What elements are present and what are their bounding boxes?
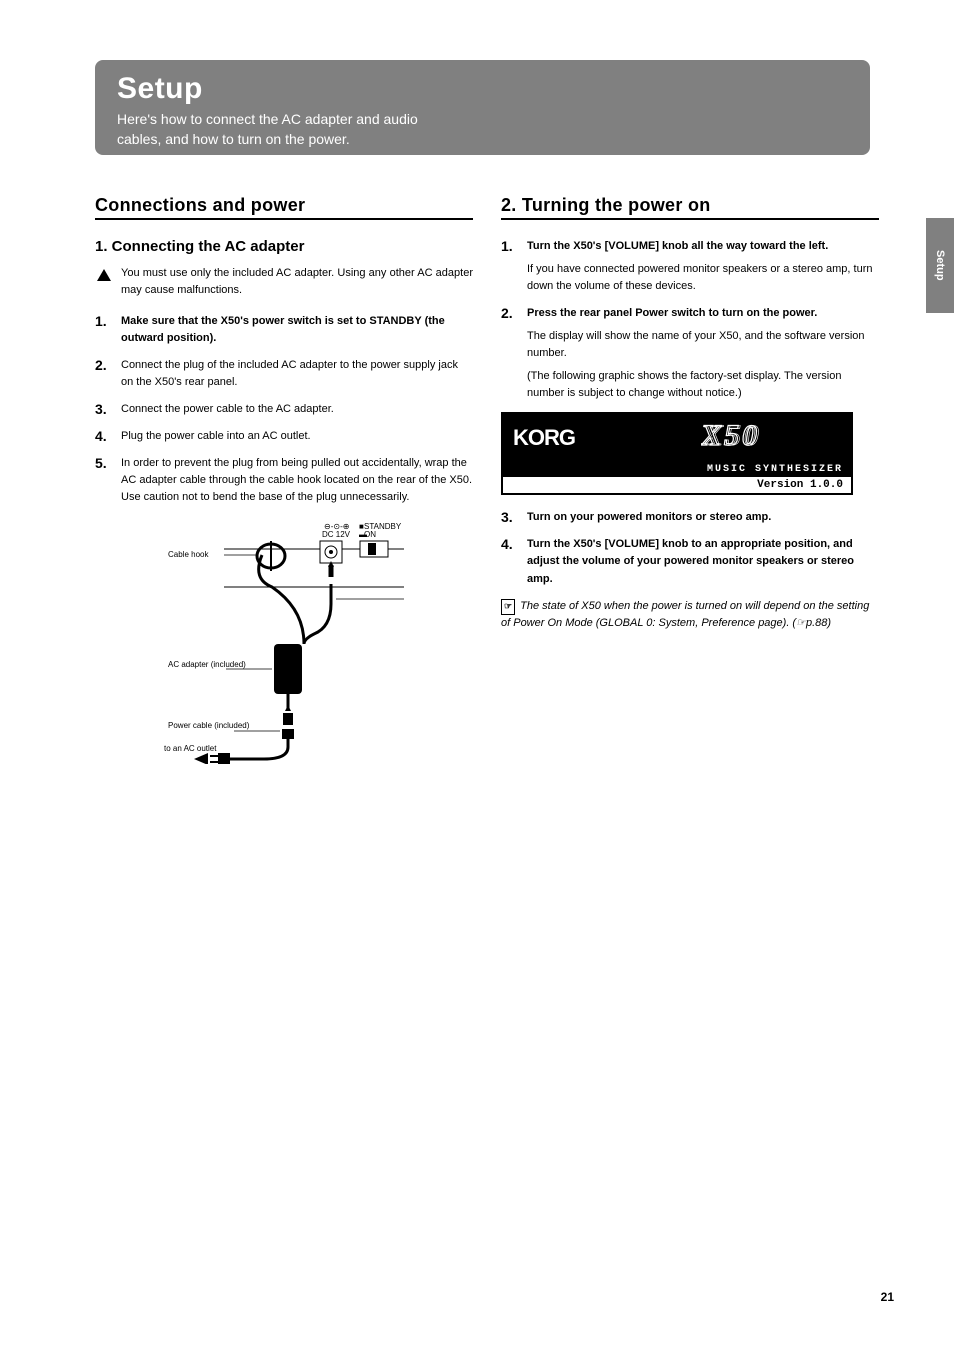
step-4-text: Plug the power cable into an AC outlet. [121,428,311,445]
step-2: 2. Connect the plug of the included AC a… [95,357,473,391]
r-step-1-text: Turn the X50's [VOLUME] knob all the way… [527,238,879,255]
adapter-diagram: ⊖-⊙-⊕ DC 12V ■ STANDBY ▬ ON [95,519,473,764]
r-step-3: 3. Turn on your powered monitors or ster… [501,509,879,526]
r-step-3-label: 3. [501,509,519,526]
r-step-2: 2. Press the rear panel Power switch to … [501,305,879,402]
header-subtitle-line2: cables, and how to turn on the power. [117,130,848,150]
lcd-screenshot: KORG X50 X50 MUSIC SYNTHESIZER Version 1… [501,412,853,495]
header-subtitle-line1: Here's how to connect the AC adapter and… [117,110,848,130]
step-2-label: 2. [95,357,113,391]
right-column: 2. Turning the power on 1. Turn the X50'… [501,195,879,764]
r-step-4-label: 4. [501,536,519,587]
step-3: 3. Connect the power cable to the AC ada… [95,401,473,418]
r-step-2b-text: The display will show the name of your X… [527,328,879,362]
r-step-1b-text: If you have connected powered monitor sp… [527,261,879,295]
lcd-version: Version 1.0.0 [503,477,851,493]
warning-icon [95,267,113,283]
subsection-heading-adapter: 1. Connecting the AC adapter [95,238,473,255]
section-heading-power-on: 2. Turning the power on [501,195,879,216]
x50-logo: X50 X50 [701,417,841,460]
r-step-2c-text: (The following graphic shows the factory… [527,368,879,402]
step-5-text: In order to prevent the plug from being … [121,455,473,506]
section-rule [95,218,473,220]
step-1: 1. Make sure that the X50's power switch… [95,313,473,347]
step-4: 4. Plug the power cable into an AC outle… [95,428,473,445]
step-1-text: Make sure that the X50's power switch is… [121,313,473,347]
r-step-1: 1. Turn the X50's [VOLUME] knob all the … [501,238,879,295]
side-tab: Setup [926,218,954,313]
left-column: Connections and power 1. Connecting the … [95,195,473,764]
svg-text:AC adapter (included): AC adapter (included) [168,660,246,669]
step-5-label: 5. [95,455,113,506]
r-step-2a-text: Press the rear panel Power switch to tur… [527,305,879,322]
section-heading-connections: Connections and power [95,195,473,216]
svg-text:ON: ON [364,530,376,539]
svg-text:X50: X50 [702,419,762,452]
svg-text:to an AC outlet: to an AC outlet [164,744,217,753]
svg-text:Cable hook: Cable hook [168,550,209,559]
page-content: Setup Here's how to connect the AC adapt… [95,60,885,764]
r-step-3-text: Turn on your powered monitors or stereo … [527,509,771,526]
note-block: ☞ The state of X50 when the power is tur… [501,598,879,632]
r-step-2-label: 2. [501,305,519,402]
page-number: 21 [881,1290,894,1304]
r-step-4: 4. Turn the X50's [VOLUME] knob to an ap… [501,536,879,587]
note-icon: ☞ [501,599,515,615]
header-title: Setup [117,72,848,106]
step-3-label: 3. [95,401,113,418]
warning-text: You must use only the included AC adapte… [121,265,473,299]
note-text: The state of X50 when the power is turne… [501,600,869,629]
section-rule-right [501,218,879,220]
r-step-4-text: Turn the X50's [VOLUME] knob to an appro… [527,536,879,587]
header-banner: Setup Here's how to connect the AC adapt… [95,60,870,155]
r-step-1-label: 1. [501,238,519,295]
step-2-text: Connect the plug of the included AC adap… [121,357,473,391]
korg-logo: KORG [513,425,575,451]
step-5: 5. In order to prevent the plug from bei… [95,455,473,506]
svg-text:Power cable (included): Power cable (included) [168,721,250,730]
svg-text:DC 12V: DC 12V [322,530,351,539]
step-3-text: Connect the power cable to the AC adapte… [121,401,334,418]
warning-block: You must use only the included AC adapte… [95,265,473,299]
step-1-label: 1. [95,313,113,347]
lcd-subtitle: MUSIC SYNTHESIZER [503,462,851,477]
step-4-label: 4. [95,428,113,445]
